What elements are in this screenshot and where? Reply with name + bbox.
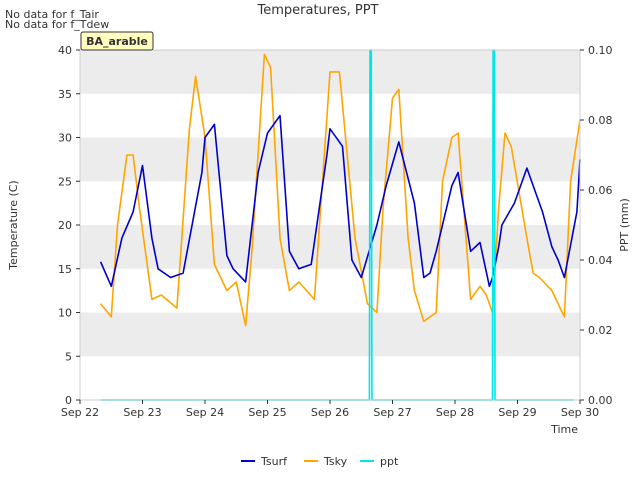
site-badge: BA_arable (80, 31, 154, 51)
y2-axis-label: PPT (mm) (618, 198, 631, 252)
grid-band (80, 137, 580, 182)
legend-label-tsky: Tsky (323, 455, 348, 468)
y-axis-label: Temperature (C) (7, 180, 20, 270)
x-tick-label: Sep 27 (373, 406, 411, 419)
y2-tick-label: 0.10 (588, 44, 613, 57)
series-line-tsky (99, 53, 581, 327)
x-axis-ticks: Sep 22 Sep 23 Sep 24 Sep 25 Sep 26 Sep 27 Sep … (61, 400, 599, 419)
y-tick-label: 25 (58, 175, 72, 188)
x-tick-label: Sep 22 (61, 406, 99, 419)
y2-tick-label: 0.00 (588, 394, 613, 407)
x-tick-label: Sep 23 (123, 406, 161, 419)
x-tick-label: Sep 30 (561, 406, 599, 419)
y-tick-label: 30 (58, 132, 72, 145)
y2-tick-label: 0.06 (588, 184, 613, 197)
site-badge-box (80, 31, 154, 51)
x-tick-label: Sep 26 (311, 406, 349, 419)
x-tick-label: Sep 28 (436, 406, 474, 419)
y-tick-label: 0 (65, 394, 72, 407)
x-tick-label: Sep 24 (186, 406, 224, 419)
series-line-tsurf (99, 114, 581, 288)
grid-band (80, 225, 580, 269)
x-axis-label: Time (550, 423, 578, 436)
no-data-note-1: No data for f_Tair (5, 8, 99, 21)
y2-tick-label: 0.08 (588, 114, 613, 127)
y2-axis-ticks: 0.00 0.02 0.04 0.06 0.08 0.10 (580, 44, 613, 407)
x-tick-label: Sep 29 (498, 406, 536, 419)
x-tick-label: Sep 25 (248, 406, 286, 419)
site-badge-text: BA_arable (86, 35, 148, 48)
y-tick-label: 35 (58, 88, 72, 101)
background-bands (80, 50, 580, 357)
y2-tick-label: 0.04 (588, 254, 613, 267)
legend: Tsurf Tsky ppt (241, 455, 399, 468)
grid-band (80, 312, 580, 357)
legend-label-ppt: ppt (380, 455, 399, 468)
no-data-note-2: No data for f_Tdew (5, 18, 109, 31)
chart-title: Temperatures, PPT (256, 3, 378, 18)
y-tick-label: 5 (65, 350, 72, 363)
y-tick-label: 10 (58, 307, 72, 320)
y-tick-label: 40 (58, 44, 72, 57)
legend-label-tsurf: Tsurf (260, 455, 288, 468)
y-tick-label: 15 (58, 263, 72, 276)
y2-tick-label: 0.02 (588, 324, 613, 337)
y-tick-label: 20 (58, 219, 72, 232)
y-axis-ticks: 0 5 10 15 20 25 30 35 40 (58, 44, 80, 407)
